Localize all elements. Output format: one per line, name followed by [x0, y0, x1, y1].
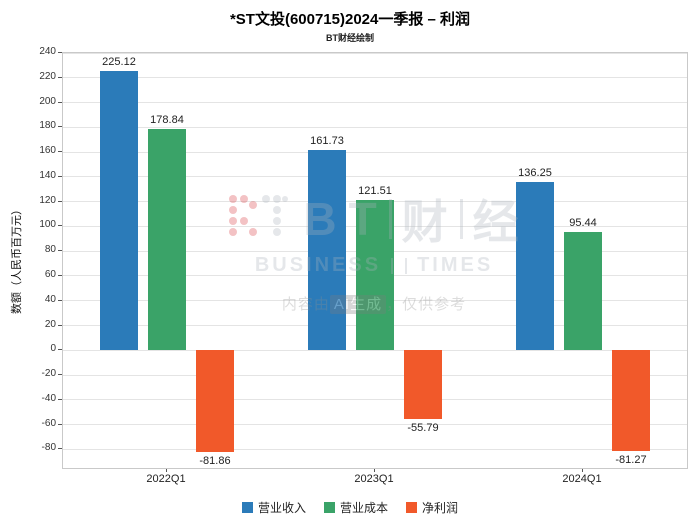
- y-tick-label: 40: [44, 293, 56, 305]
- bar-净利润-2024Q1: [612, 350, 650, 451]
- value-label: -81.86: [199, 454, 231, 467]
- y-tick-mark: [58, 448, 62, 450]
- value-label: 161.73: [310, 134, 344, 147]
- y-tick-mark: [58, 299, 62, 301]
- legend: 营业收入 营业成本 净利润: [0, 499, 700, 516]
- y-tick-label: 20: [44, 318, 56, 330]
- x-tick-mark: [374, 468, 375, 472]
- legend-swatch: [406, 502, 417, 513]
- value-label: 95.44: [569, 217, 597, 230]
- gridline: [63, 77, 687, 79]
- y-tick-label: -60: [41, 417, 56, 429]
- y-tick-label: 220: [39, 70, 56, 82]
- y-tick-mark: [58, 175, 62, 177]
- value-label: -55.79: [407, 422, 439, 435]
- chart-subtitle: BT财经绘制: [326, 33, 374, 43]
- gridline: [63, 349, 687, 351]
- legend-item-营业成本: 营业成本: [323, 499, 388, 516]
- legend-item-净利润: 净利润: [406, 499, 458, 516]
- bar-净利润-2023Q1: [404, 350, 442, 420]
- y-tick-label: 80: [44, 244, 56, 256]
- gridline: [63, 151, 687, 153]
- gridline: [63, 424, 687, 426]
- plot-area: 225.12 178.84 -81.86 161.73 121.51 -55.79 136.…: [62, 52, 688, 469]
- y-tick-mark: [58, 52, 62, 53]
- bar-营业收入-2024Q1: [516, 181, 554, 351]
- value-label: 225.12: [102, 56, 136, 69]
- value-label: -81.27: [615, 453, 647, 466]
- y-tick-label: 180: [39, 120, 56, 132]
- legend-label: 营业收入: [257, 501, 306, 515]
- y-tick-mark: [58, 324, 62, 326]
- value-label: 178.84: [150, 113, 184, 126]
- y-tick-mark: [58, 398, 62, 400]
- bar-营业收入-2022Q1: [100, 71, 138, 351]
- bar-营业成本-2023Q1: [356, 199, 394, 351]
- x-tick-label: 2022Q1: [146, 473, 186, 485]
- value-label: 136.25: [518, 166, 552, 179]
- gridline: [63, 374, 687, 376]
- y-tick-label: 240: [39, 46, 56, 57]
- bar-营业成本-2024Q1: [564, 232, 602, 351]
- y-tick-label: -80: [41, 442, 56, 454]
- y-tick-label: 0: [50, 343, 56, 355]
- y-tick-label: 100: [39, 219, 56, 231]
- bar-净利润-2022Q1: [196, 350, 234, 452]
- y-tick-label: -20: [41, 368, 56, 380]
- legend-swatch: [241, 502, 253, 513]
- gridline: [63, 126, 687, 128]
- value-label: 121.51: [358, 184, 392, 197]
- bar-营业成本-2022Q1: [148, 128, 186, 351]
- x-tick-mark: [582, 468, 583, 472]
- y-tick-label: 160: [39, 145, 56, 157]
- y-tick-label: 140: [39, 169, 56, 181]
- y-tick-label: -40: [41, 392, 56, 404]
- bar-营业收入-2023Q1: [308, 149, 346, 351]
- x-tick-label: 2023Q1: [354, 473, 394, 485]
- gridline: [63, 176, 687, 178]
- legend-label: 营业成本: [339, 501, 388, 515]
- gridline: [63, 102, 687, 104]
- y-tick-label: 120: [39, 194, 56, 206]
- y-tick-mark: [58, 349, 62, 351]
- chart-title: *ST文投(600715)2024一季报 – 利润: [229, 11, 471, 28]
- y-tick-mark: [58, 374, 62, 376]
- y-tick-mark: [58, 225, 62, 227]
- x-tick-mark: [166, 468, 167, 472]
- gridline: [63, 52, 687, 54]
- y-tick-mark: [58, 126, 62, 128]
- legend-item-营业收入: 营业收入: [241, 499, 306, 516]
- y-tick-mark: [58, 274, 62, 276]
- x-tick-label: 2024Q1: [562, 473, 602, 485]
- y-tick-mark: [58, 151, 62, 153]
- y-tick-mark: [58, 200, 62, 202]
- y-tick-mark: [58, 250, 62, 252]
- y-tick-label: 60: [44, 268, 56, 280]
- y-tick-mark: [58, 423, 62, 425]
- legend-swatch: [323, 502, 335, 513]
- y-tick-mark: [58, 101, 62, 103]
- y-tick-label: 200: [39, 95, 56, 107]
- gridline: [63, 399, 687, 401]
- legend-label: 净利润: [422, 501, 459, 515]
- gridline: [63, 448, 687, 450]
- y-tick-mark: [58, 76, 62, 78]
